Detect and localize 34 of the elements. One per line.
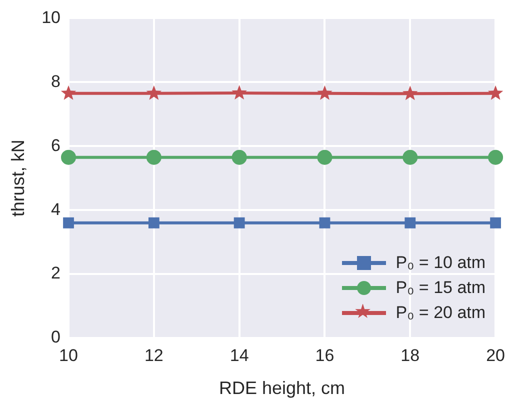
x-tick-label: 20 — [486, 346, 506, 365]
point — [146, 85, 162, 100]
point — [488, 85, 504, 100]
x-tick-label: 12 — [144, 346, 164, 365]
point — [317, 150, 332, 165]
point — [490, 217, 501, 228]
point — [234, 217, 245, 228]
point — [319, 217, 330, 228]
legend-label: P₀ = 20 atm — [396, 302, 486, 322]
y-axis-title: thrust, kN — [8, 140, 28, 217]
point — [60, 85, 76, 100]
y-tick-label: 0 — [51, 328, 61, 347]
y-tick-label: 4 — [51, 200, 61, 219]
x-tick-label: 16 — [315, 346, 334, 365]
point — [402, 150, 418, 165]
legend-label: P₀ = 10 atm — [396, 252, 486, 272]
legend-label: P₀ = 15 atm — [396, 278, 486, 298]
point — [148, 217, 160, 228]
point — [232, 150, 247, 165]
point — [488, 150, 504, 165]
y-tick-label: 8 — [51, 72, 61, 91]
x-tick-label: 14 — [230, 346, 249, 365]
y-tick-label: 10 — [42, 8, 61, 27]
point — [61, 150, 76, 165]
point — [404, 217, 416, 228]
x-tick-label: 18 — [400, 346, 420, 365]
point — [146, 150, 162, 165]
point — [317, 85, 332, 100]
point — [63, 217, 74, 228]
y-tick-label: 2 — [51, 264, 61, 283]
x-axis-title: RDE height, cm — [219, 378, 346, 398]
point — [402, 86, 418, 100]
point — [232, 85, 247, 100]
y-tick-label: 6 — [51, 136, 61, 155]
